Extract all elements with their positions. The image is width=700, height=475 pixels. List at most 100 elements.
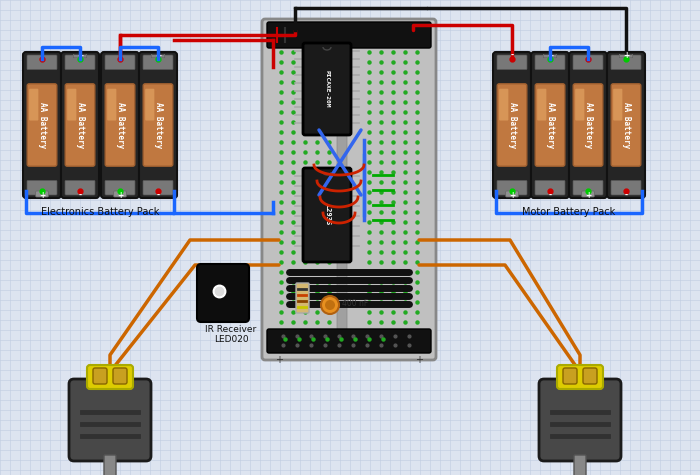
FancyBboxPatch shape	[143, 180, 173, 195]
FancyBboxPatch shape	[582, 191, 594, 197]
FancyBboxPatch shape	[105, 55, 135, 70]
FancyBboxPatch shape	[267, 329, 431, 353]
Text: IR Receiver
LED020: IR Receiver LED020	[205, 325, 257, 344]
Text: PICAXE-20M: PICAXE-20M	[325, 70, 330, 108]
Text: +: +	[155, 50, 161, 59]
FancyBboxPatch shape	[611, 84, 640, 166]
Text: -: -	[548, 190, 552, 200]
FancyBboxPatch shape	[535, 180, 565, 195]
FancyBboxPatch shape	[65, 55, 95, 70]
Text: -: -	[78, 190, 82, 200]
Text: AA Battery: AA Battery	[116, 102, 125, 148]
FancyBboxPatch shape	[573, 55, 603, 70]
FancyBboxPatch shape	[27, 55, 57, 70]
FancyBboxPatch shape	[152, 54, 164, 58]
Text: Motor Battery Pack: Motor Battery Pack	[522, 207, 615, 217]
Text: +: +	[39, 190, 45, 200]
Text: -: -	[156, 190, 160, 200]
FancyBboxPatch shape	[611, 55, 641, 70]
FancyBboxPatch shape	[267, 22, 431, 48]
Text: Electronics Battery Pack: Electronics Battery Pack	[41, 207, 159, 217]
Text: L293S: L293S	[324, 204, 330, 226]
FancyBboxPatch shape	[499, 89, 508, 121]
Text: +: +	[77, 50, 83, 59]
FancyBboxPatch shape	[573, 84, 603, 166]
Ellipse shape	[321, 296, 339, 314]
FancyBboxPatch shape	[557, 365, 603, 389]
FancyBboxPatch shape	[113, 191, 126, 197]
FancyBboxPatch shape	[337, 47, 347, 331]
FancyBboxPatch shape	[104, 455, 116, 475]
FancyBboxPatch shape	[493, 52, 531, 198]
FancyBboxPatch shape	[29, 89, 38, 121]
FancyBboxPatch shape	[144, 84, 173, 166]
FancyBboxPatch shape	[573, 180, 603, 195]
FancyBboxPatch shape	[497, 55, 527, 70]
Text: +: +	[547, 50, 553, 59]
Text: -: -	[587, 50, 589, 59]
FancyBboxPatch shape	[27, 180, 57, 195]
FancyBboxPatch shape	[107, 89, 116, 121]
FancyBboxPatch shape	[535, 55, 565, 70]
Text: -: -	[510, 50, 514, 59]
Text: -: -	[118, 50, 122, 59]
FancyBboxPatch shape	[505, 191, 518, 197]
Ellipse shape	[325, 300, 335, 310]
FancyBboxPatch shape	[536, 84, 565, 166]
Text: AA Battery: AA Battery	[622, 102, 631, 148]
FancyBboxPatch shape	[539, 379, 621, 461]
FancyBboxPatch shape	[583, 368, 597, 384]
Text: AA Battery: AA Battery	[153, 102, 162, 148]
FancyBboxPatch shape	[65, 84, 94, 166]
Text: +: +	[117, 190, 123, 200]
FancyBboxPatch shape	[544, 54, 556, 58]
FancyBboxPatch shape	[611, 180, 641, 195]
FancyBboxPatch shape	[74, 54, 86, 58]
FancyBboxPatch shape	[145, 89, 155, 121]
FancyBboxPatch shape	[69, 379, 151, 461]
FancyBboxPatch shape	[262, 19, 436, 360]
FancyBboxPatch shape	[574, 455, 586, 475]
Text: +: +	[415, 355, 423, 365]
Text: +: +	[275, 355, 283, 365]
FancyBboxPatch shape	[296, 283, 309, 313]
Text: 400 nF: 400 nF	[342, 300, 368, 308]
Text: +: +	[585, 190, 591, 200]
FancyBboxPatch shape	[563, 368, 577, 384]
Text: AA Battery: AA Battery	[508, 102, 517, 148]
FancyBboxPatch shape	[197, 264, 249, 322]
FancyBboxPatch shape	[143, 55, 173, 70]
FancyBboxPatch shape	[87, 365, 133, 389]
FancyBboxPatch shape	[607, 52, 645, 198]
FancyBboxPatch shape	[569, 52, 607, 198]
FancyBboxPatch shape	[67, 89, 76, 121]
FancyBboxPatch shape	[105, 180, 135, 195]
FancyBboxPatch shape	[613, 89, 622, 121]
Text: AA Battery: AA Battery	[545, 102, 554, 148]
FancyBboxPatch shape	[105, 84, 135, 166]
FancyBboxPatch shape	[497, 84, 527, 166]
FancyBboxPatch shape	[27, 84, 57, 166]
FancyBboxPatch shape	[139, 52, 177, 198]
FancyBboxPatch shape	[93, 368, 107, 384]
Text: -: -	[624, 190, 628, 200]
FancyBboxPatch shape	[575, 89, 584, 121]
FancyBboxPatch shape	[303, 43, 351, 135]
FancyBboxPatch shape	[101, 52, 139, 198]
FancyBboxPatch shape	[537, 89, 547, 121]
Text: +: +	[509, 190, 515, 200]
Text: AA Battery: AA Battery	[38, 102, 46, 148]
Text: +: +	[623, 50, 629, 59]
FancyBboxPatch shape	[620, 54, 632, 58]
FancyBboxPatch shape	[36, 191, 48, 197]
FancyBboxPatch shape	[61, 52, 99, 198]
FancyBboxPatch shape	[65, 180, 95, 195]
Text: -: -	[41, 50, 43, 59]
FancyBboxPatch shape	[113, 368, 127, 384]
FancyBboxPatch shape	[497, 180, 527, 195]
Text: AA Battery: AA Battery	[76, 102, 85, 148]
FancyBboxPatch shape	[23, 52, 61, 198]
FancyBboxPatch shape	[303, 168, 351, 262]
FancyBboxPatch shape	[531, 52, 569, 198]
Text: AA Battery: AA Battery	[584, 102, 592, 148]
